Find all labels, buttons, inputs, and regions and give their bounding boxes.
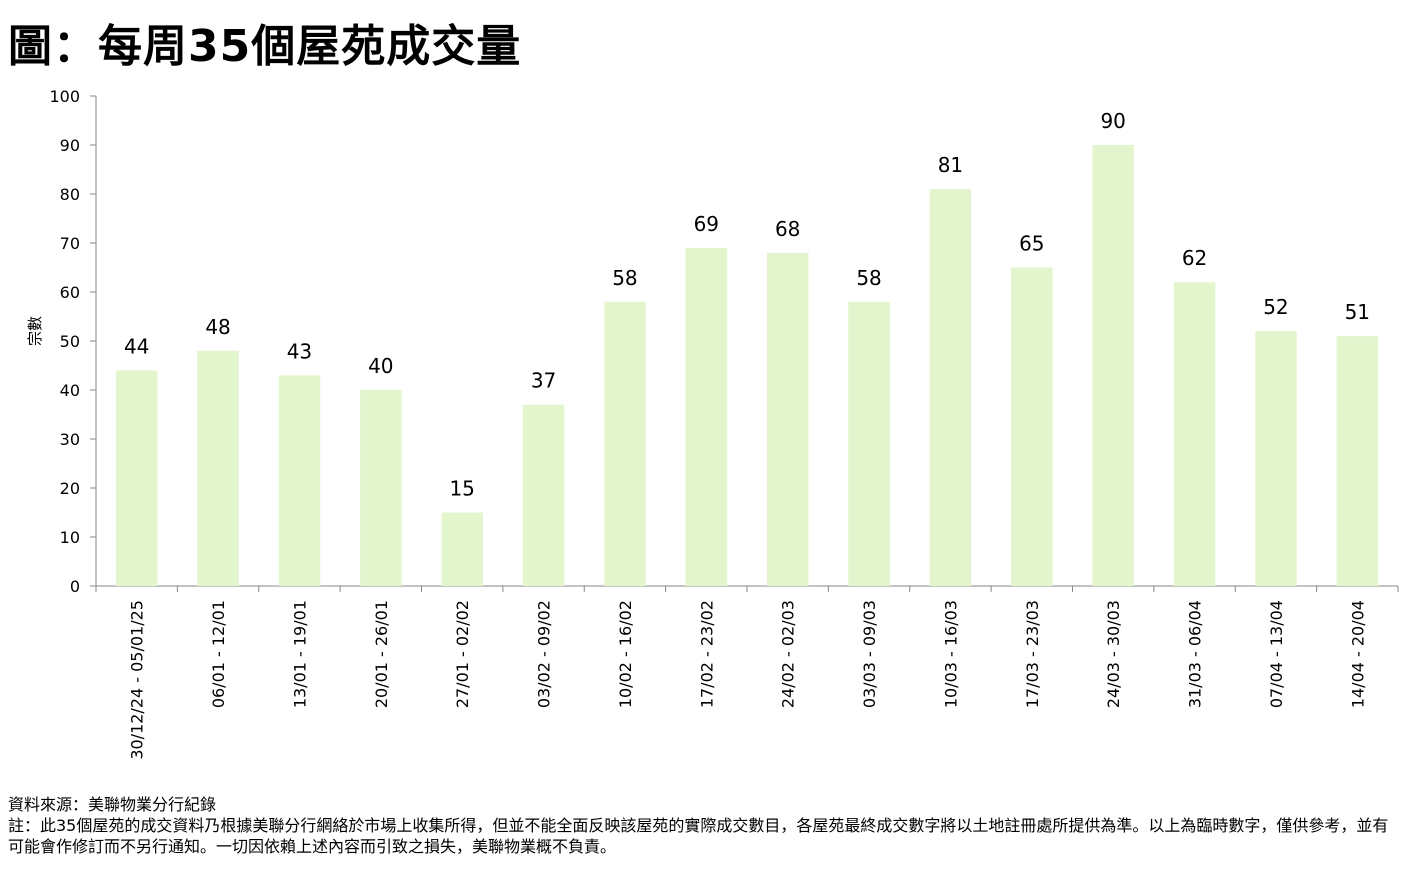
data-label: 69 [694, 212, 719, 236]
disclaimer-note: 註：此35個屋苑的成交資料乃根據美聯分行網絡於市場上收集所得，但並不能全面反映該… [8, 816, 1389, 856]
data-label: 48 [205, 315, 230, 339]
data-label: 51 [1345, 300, 1370, 324]
y-tick-label: 80 [60, 185, 80, 204]
data-label: 15 [449, 477, 474, 501]
bar [1011, 267, 1053, 586]
data-label: 40 [368, 354, 393, 378]
data-label: 58 [856, 266, 881, 290]
y-axis-title: 宗數 [26, 316, 44, 346]
x-tick-label: 10/02 - 16/02 [616, 600, 635, 708]
data-label: 90 [1100, 109, 1125, 133]
bar [197, 350, 239, 586]
bar-chart: 0 10 20 30 40 50 60 70 80 90 100 宗數 44 30/12/24 - 05/… [26, 87, 1399, 760]
y-tick-label: 30 [60, 430, 80, 449]
bar [278, 375, 321, 586]
bar [441, 512, 483, 586]
x-tick-label: 31/03 - 06/04 [1186, 600, 1205, 708]
data-label: 68 [775, 217, 800, 241]
bar [929, 189, 972, 586]
x-tick-label: 20/01 - 26/01 [372, 600, 391, 708]
y-tick-label: 10 [60, 528, 80, 547]
y-tick-label: 50 [60, 332, 80, 351]
bar [766, 252, 809, 587]
y-tick-label: 40 [60, 381, 80, 400]
x-tick-label: 17/03 - 23/03 [1023, 600, 1042, 708]
x-tick-label: 03/02 - 09/02 [535, 600, 554, 708]
x-tick-label: 27/01 - 02/02 [453, 600, 472, 708]
y-tick-label: 60 [60, 283, 80, 302]
x-tick-label: 14/04 - 20/04 [1348, 600, 1367, 708]
y-tick-label: 20 [60, 479, 80, 498]
bar [1173, 282, 1216, 586]
x-tick-label: 24/02 - 02/03 [779, 600, 798, 708]
x-tick-label: 17/02 - 23/02 [697, 600, 716, 708]
y-tick-label: 70 [60, 234, 80, 253]
x-tick-label: 06/01 - 12/01 [209, 600, 228, 708]
x-tick-label: 13/01 - 19/01 [290, 600, 309, 708]
data-label: 52 [1263, 295, 1288, 319]
data-label: 58 [612, 266, 637, 290]
y-tick-label: 100 [49, 87, 80, 106]
bar [360, 390, 402, 586]
chart-title: 圖：每周35個屋苑成交量 [8, 21, 522, 72]
source-note: 資料來源：美聯物業分行紀錄 [8, 795, 217, 814]
bar [1255, 331, 1297, 586]
data-label: 44 [124, 334, 149, 358]
y-tick-label: 0 [70, 577, 80, 596]
data-label: 81 [938, 153, 963, 177]
bar [848, 301, 890, 586]
data-label: 37 [531, 369, 556, 393]
bar [604, 301, 646, 586]
data-label: 65 [1019, 232, 1044, 256]
data-label: 62 [1182, 246, 1207, 270]
bar [522, 404, 565, 586]
bar [685, 247, 728, 586]
y-tick-label: 90 [60, 136, 80, 155]
footer: 資料來源：美聯物業分行紀錄 註：此35個屋苑的成交資料乃根據美聯分行網絡於市場上… [8, 794, 1403, 857]
bar [1336, 336, 1379, 586]
x-tick-label: 07/04 - 13/04 [1267, 600, 1286, 708]
x-tick-label: 30/12/24 - 05/01/25 [128, 600, 147, 760]
x-tick-label: 24/03 - 30/03 [1104, 600, 1123, 708]
bar [1092, 145, 1134, 586]
bar [115, 370, 158, 586]
data-label: 43 [287, 339, 312, 363]
x-tick-label: 03/03 - 09/03 [860, 600, 879, 708]
x-tick-label: 10/03 - 16/03 [941, 600, 960, 708]
